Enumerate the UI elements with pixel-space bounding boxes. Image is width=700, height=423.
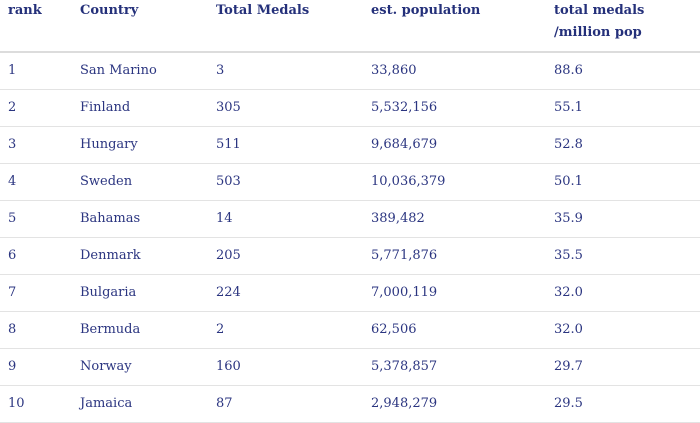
cell-rank: 2 bbox=[0, 89, 70, 127]
cell-total-medals: 160 bbox=[208, 348, 363, 386]
cell-medals-per-million: 32.0 bbox=[546, 311, 700, 349]
cell-total-medals: 87 bbox=[208, 385, 363, 423]
table-row: 2 Finland 305 5,532,156 55.1 bbox=[0, 89, 700, 127]
cell-rank: 1 bbox=[0, 52, 70, 90]
cell-country: Jamaica bbox=[70, 385, 208, 423]
table-row: 6 Denmark 205 5,771,876 35.5 bbox=[0, 237, 700, 275]
cell-rank: 9 bbox=[0, 348, 70, 386]
cell-medals-per-million: 55.1 bbox=[546, 89, 700, 127]
cell-medals-per-million: 29.7 bbox=[546, 348, 700, 386]
cell-country: Finland bbox=[70, 89, 208, 127]
table-row: 8 Bermuda 2 62,506 32.0 bbox=[0, 311, 700, 349]
cell-rank: 3 bbox=[0, 126, 70, 164]
cell-total-medals: 503 bbox=[208, 163, 363, 201]
cell-population: 62,506 bbox=[363, 311, 546, 349]
cell-medals-per-million: 50.1 bbox=[546, 163, 700, 201]
cell-population: 2,948,279 bbox=[363, 385, 546, 423]
cell-total-medals: 3 bbox=[208, 52, 363, 90]
cell-population: 7,000,119 bbox=[363, 274, 546, 312]
cell-population: 10,036,379 bbox=[363, 163, 546, 201]
cell-medals-per-million: 35.9 bbox=[546, 200, 700, 238]
cell-medals-per-million: 88.6 bbox=[546, 52, 700, 90]
table-row: 3 Hungary 511 9,684,679 52.8 bbox=[0, 126, 700, 164]
cell-total-medals: 2 bbox=[208, 311, 363, 349]
cell-country: Hungary bbox=[70, 126, 208, 164]
table-row: 5 Bahamas 14 389,482 35.9 bbox=[0, 200, 700, 238]
header-ratio-line1: total medals bbox=[554, 3, 645, 18]
header-population[interactable]: est. population bbox=[363, 0, 546, 53]
cell-country: San Marino bbox=[70, 52, 208, 90]
table-row: 9 Norway 160 5,378,857 29.7 bbox=[0, 348, 700, 386]
cell-country: Sweden bbox=[70, 163, 208, 201]
cell-country: Bulgaria bbox=[70, 274, 208, 312]
cell-total-medals: 205 bbox=[208, 237, 363, 275]
cell-rank: 6 bbox=[0, 237, 70, 275]
header-medals-per-million[interactable]: total medals /million pop bbox=[546, 0, 700, 53]
cell-medals-per-million: 35.5 bbox=[546, 237, 700, 275]
cell-country: Bahamas bbox=[70, 200, 208, 238]
cell-population: 5,532,156 bbox=[363, 89, 546, 127]
header-rank[interactable]: rank bbox=[0, 0, 70, 53]
cell-medals-per-million: 32.0 bbox=[546, 274, 700, 312]
header-country[interactable]: Country bbox=[70, 0, 208, 53]
cell-medals-per-million: 52.8 bbox=[546, 126, 700, 164]
cell-population: 5,771,876 bbox=[363, 237, 546, 275]
cell-country: Norway bbox=[70, 348, 208, 386]
cell-population: 33,860 bbox=[363, 52, 546, 90]
cell-medals-per-million: 29.5 bbox=[546, 385, 700, 423]
cell-rank: 8 bbox=[0, 311, 70, 349]
table-header: rank Country Total Medals est. populatio… bbox=[0, 0, 700, 53]
table-row: 1 San Marino 3 33,860 88.6 bbox=[0, 52, 700, 90]
cell-rank: 5 bbox=[0, 200, 70, 238]
cell-rank: 4 bbox=[0, 163, 70, 201]
table-row: 7 Bulgaria 224 7,000,119 32.0 bbox=[0, 274, 700, 312]
table-row: 4 Sweden 503 10,036,379 50.1 bbox=[0, 163, 700, 201]
cell-total-medals: 224 bbox=[208, 274, 363, 312]
header-row: rank Country Total Medals est. populatio… bbox=[0, 0, 700, 53]
cell-total-medals: 305 bbox=[208, 89, 363, 127]
cell-rank: 7 bbox=[0, 274, 70, 312]
cell-population: 5,378,857 bbox=[363, 348, 546, 386]
table-row: 10 Jamaica 87 2,948,279 29.5 bbox=[0, 385, 700, 423]
cell-total-medals: 511 bbox=[208, 126, 363, 164]
table-body: 1 San Marino 3 33,860 88.6 2 Finland 305… bbox=[0, 52, 700, 423]
cell-country: Bermuda bbox=[70, 311, 208, 349]
cell-total-medals: 14 bbox=[208, 200, 363, 238]
cell-population: 389,482 bbox=[363, 200, 546, 238]
cell-rank: 10 bbox=[0, 385, 70, 423]
cell-country: Denmark bbox=[70, 237, 208, 275]
header-total-medals[interactable]: Total Medals bbox=[208, 0, 363, 53]
cell-population: 9,684,679 bbox=[363, 126, 546, 164]
header-ratio-line2: /million pop bbox=[554, 25, 642, 40]
